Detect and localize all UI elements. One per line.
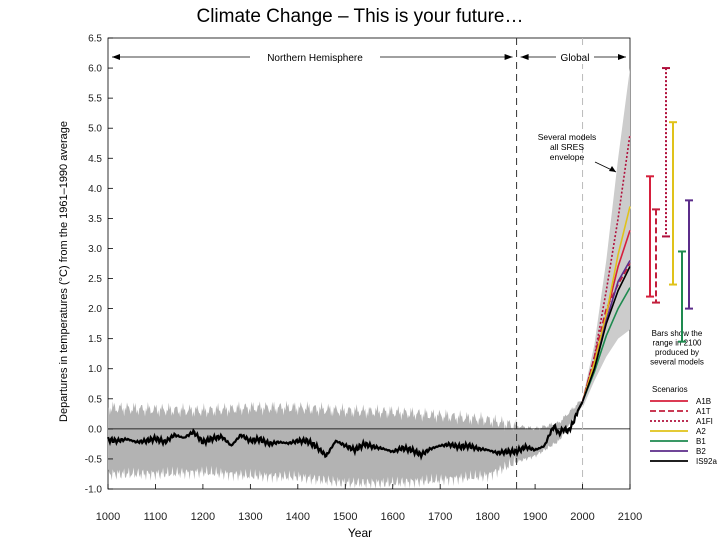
projection-envelope [582, 68, 630, 408]
y-tick-label: 1.0 [88, 364, 102, 375]
series-layer [106, 134, 631, 461]
y-tick-label: 3.0 [88, 244, 102, 255]
global-label-bg [556, 50, 594, 64]
x-axis-label: Year [348, 526, 372, 540]
legend-label-b1: B1 [696, 437, 706, 446]
y-tick-label: 6.0 [88, 64, 102, 75]
x-tick-label: 1200 [191, 511, 215, 523]
legend-label-a1fi: A1FI [696, 417, 713, 426]
y-tick-label: 3.5 [88, 214, 102, 225]
x-tick-label: 2000 [570, 511, 594, 523]
y-tick-label: 6.5 [88, 34, 102, 45]
legend-label-a2: A2 [696, 427, 706, 436]
bars-note-line: several models [650, 358, 704, 367]
nh-label-bg [250, 50, 380, 64]
x-tick-label: 1500 [333, 511, 357, 523]
legend-label-is92a: IS92a [696, 457, 717, 466]
axes-layer: Northern Hemisphere Global [108, 38, 630, 489]
legend-label-b2: B2 [696, 447, 706, 456]
envelope-note-line: Several models [538, 132, 597, 142]
x-tick-label: 1600 [380, 511, 404, 523]
nh-arrowhead-right [504, 54, 513, 60]
y-tick-label: 0.5 [88, 394, 102, 405]
envelope-note-line: envelope [550, 152, 585, 162]
y-tick-label: 2.5 [88, 274, 102, 285]
slide-title: Climate Change – This is your future… [196, 6, 524, 27]
x-tick-label: 2100 [618, 511, 642, 523]
y-tick-label: 5.0 [88, 124, 102, 135]
y-tick-label: 4.0 [88, 184, 102, 195]
legend-label-a1b: A1B [696, 397, 711, 406]
bars-note-line: Bars show the [652, 329, 703, 338]
y-tick-label: -1.0 [85, 485, 103, 496]
x-tick-label: 1900 [523, 511, 547, 523]
x-tick-label: 1100 [144, 511, 168, 523]
y-tick-label: 4.5 [88, 154, 102, 165]
series-a1fi-line [581, 134, 631, 403]
nh-arrowhead-left [112, 54, 120, 60]
series-a1t-line [581, 263, 631, 403]
legend-label-a1t: A1T [696, 407, 711, 416]
global-label: Global [561, 53, 590, 64]
tick-labels-layer: -1.0 -0.5 0.0 0.5 1.0 1.5 2.0 2.5 3.0 3.5 4.0 4.5 5.… [58, 34, 642, 540]
series-is92a-line [581, 266, 631, 403]
global-arrowhead-left [520, 54, 529, 60]
y-tick-label: 5.5 [88, 94, 102, 105]
nh-label: Northern Hemisphere [267, 53, 363, 64]
bars-note-line: range in 2100 [653, 339, 702, 348]
range-bars-layer [646, 67, 693, 343]
x-tick-label: 1400 [286, 511, 310, 523]
series-a2-line [581, 206, 631, 403]
envelope-note-line: all SRES [550, 142, 584, 152]
x-tick-label: 1700 [428, 511, 452, 523]
global-arrowhead-right [618, 54, 626, 60]
x-tick-label: 1800 [475, 511, 499, 523]
legend-title: Scenarios [652, 385, 688, 394]
envelope-pointer-head [609, 166, 616, 172]
observed-line [106, 401, 584, 461]
y-tick-label: 2.0 [88, 304, 102, 315]
x-tick-label: 1000 [96, 511, 120, 523]
bars-note-line: produced by [655, 348, 699, 357]
y-axis-label: Departures in temperatures (°C) from the… [58, 121, 70, 422]
y-tick-label: -0.5 [85, 454, 103, 465]
y-tick-label: 1.5 [88, 334, 102, 345]
uncertainty-band-layer [107, 37, 631, 490]
x-tick-label: 1300 [238, 511, 262, 523]
y-tick-label: 0.0 [88, 424, 102, 435]
